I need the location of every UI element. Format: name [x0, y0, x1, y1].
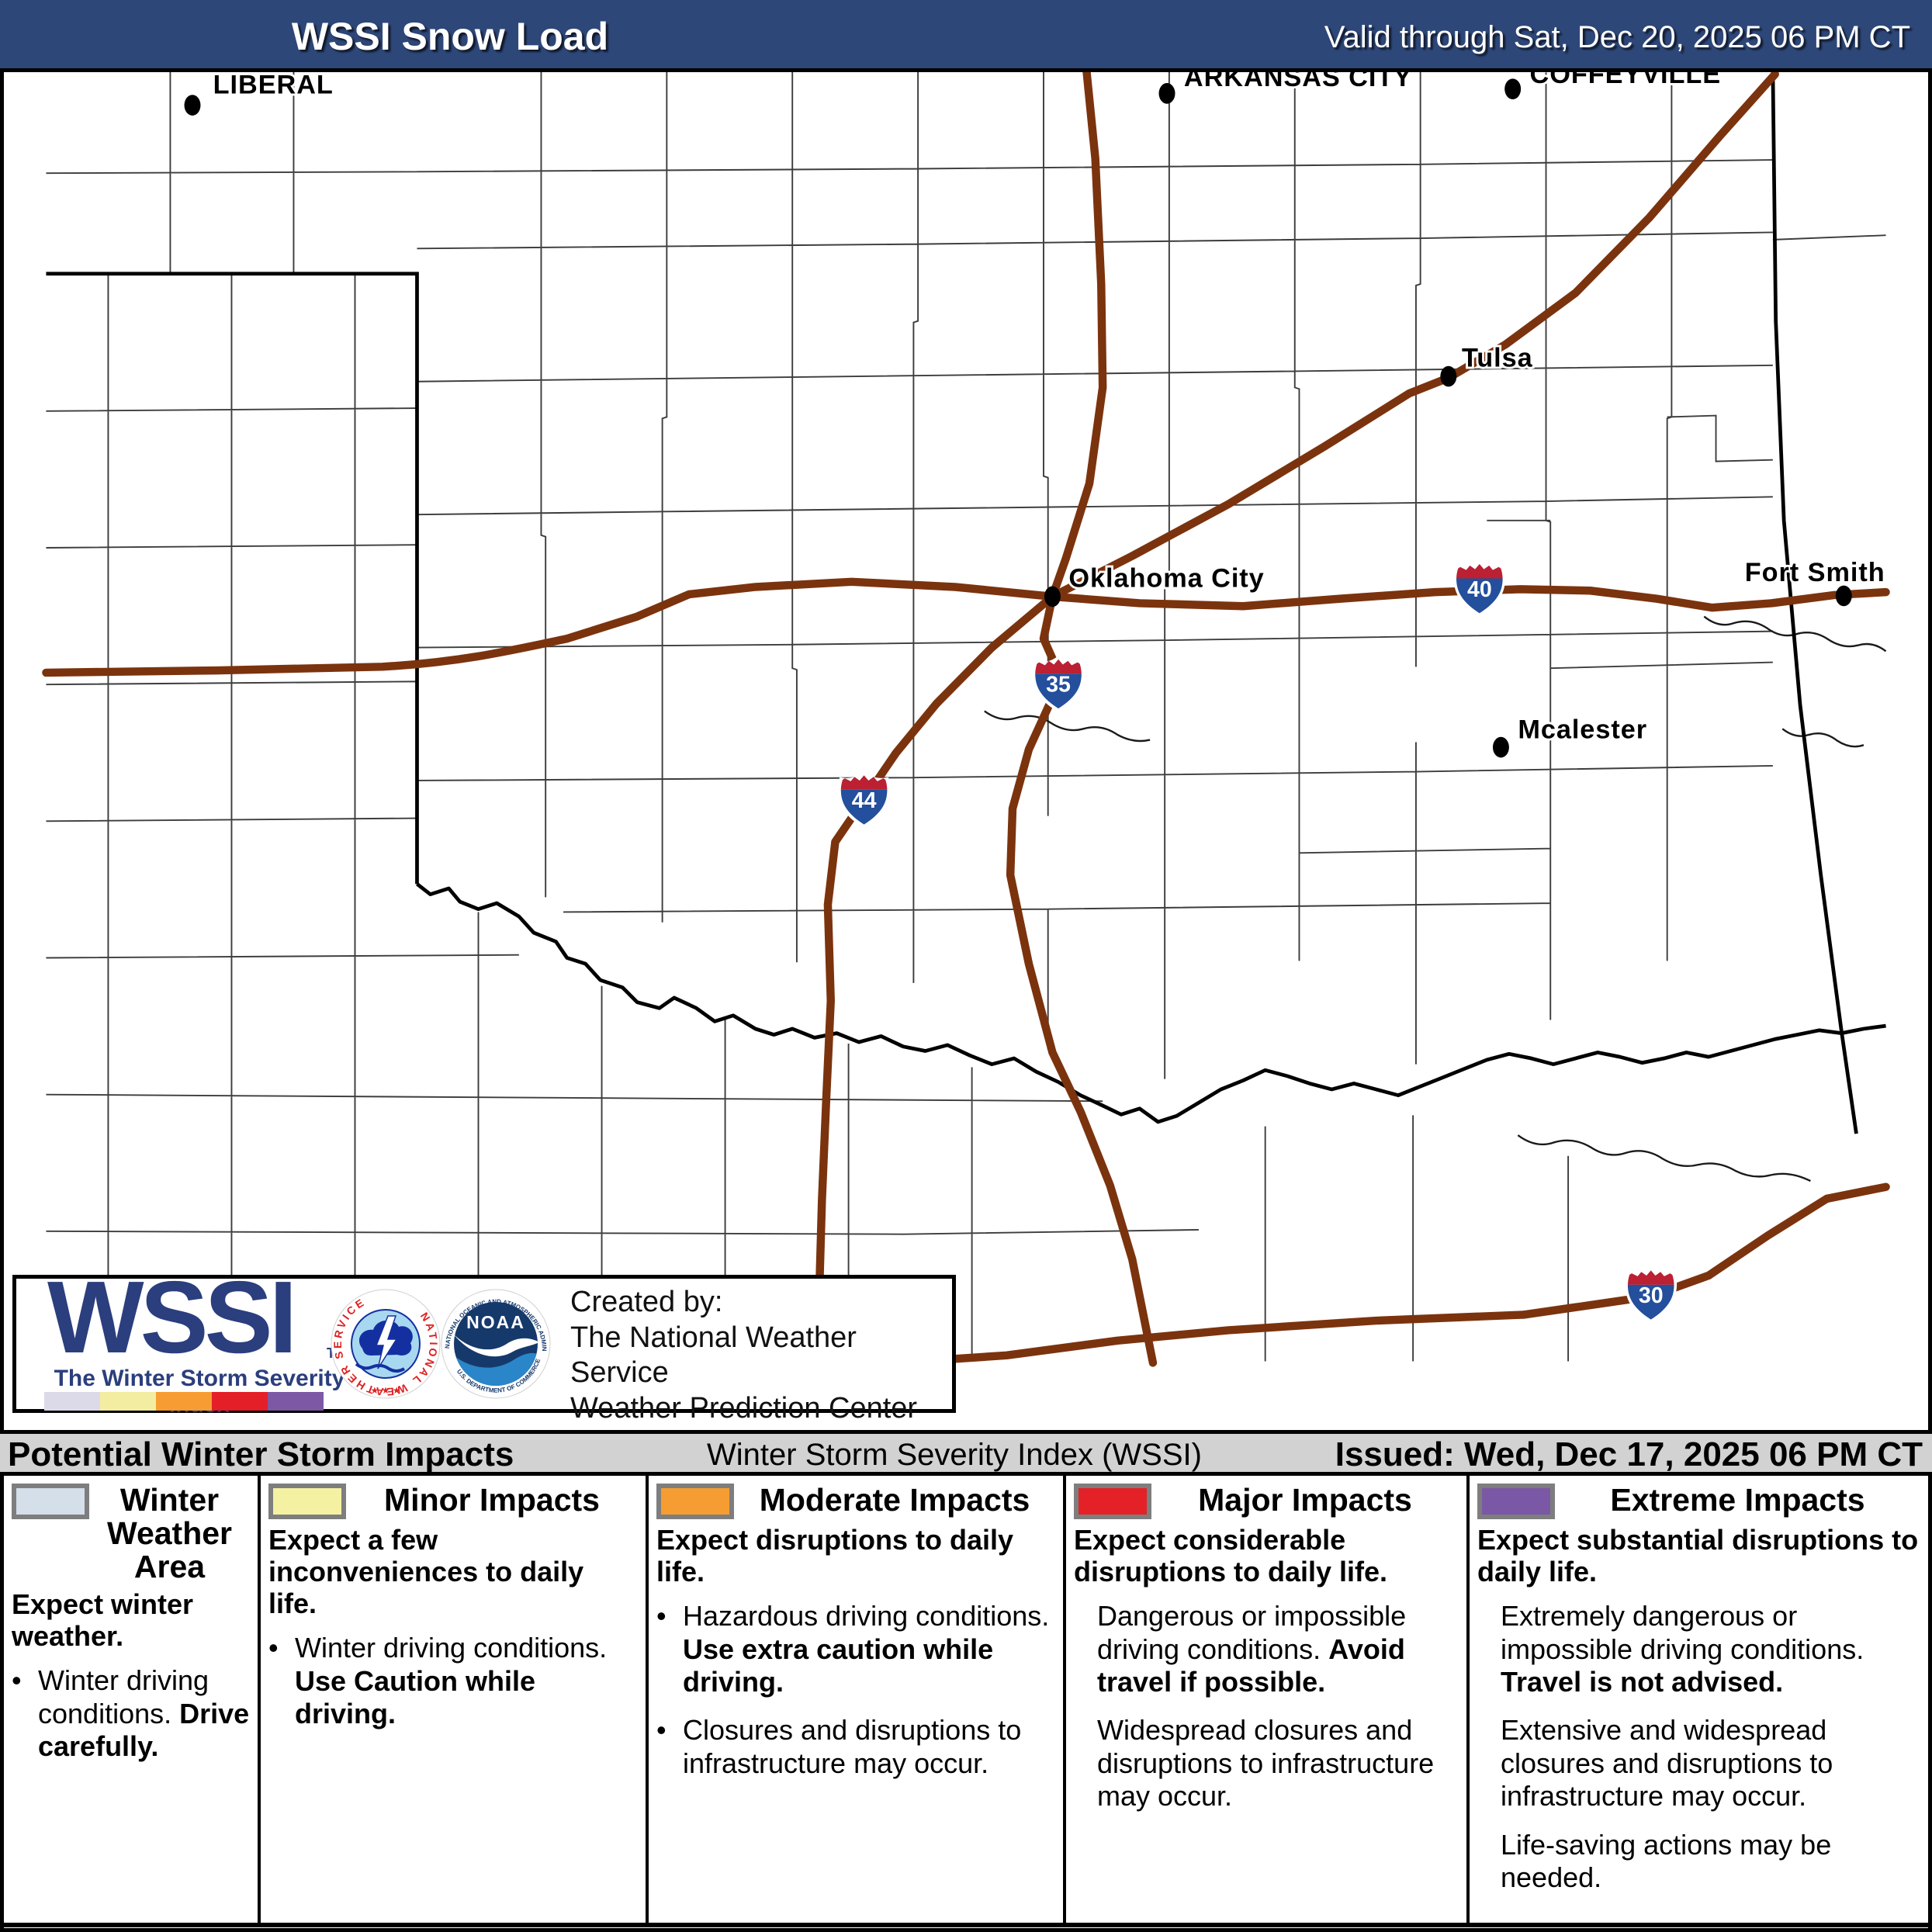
- legend-item: Extremely dangerous or impossible drivin…: [1501, 1600, 1864, 1698]
- interstate-30-number: 30: [1639, 1283, 1664, 1308]
- city-liberal: LIBERAL: [184, 68, 335, 116]
- scale-swatch-moderate: [156, 1392, 212, 1411]
- city-oklahoma-city: Oklahoma City: [1044, 562, 1266, 608]
- impacts-title-bar: Potential Winter Storm Impacts Winter St…: [0, 1430, 1932, 1476]
- city-dot: [1440, 365, 1457, 387]
- legend-lead-text: Expect a few inconveniences to daily lif…: [268, 1524, 584, 1620]
- city-dot: [1504, 78, 1522, 99]
- major-impacts-swatch: [1074, 1484, 1151, 1519]
- city-dot: [1492, 736, 1509, 758]
- interstate-44-shield: 44: [838, 771, 890, 828]
- org-line-2: Weather Prediction Center: [570, 1391, 918, 1425]
- noaa-name-text: NOAA: [466, 1312, 525, 1332]
- valid-through-timestamp: Valid through Sat, Dec 20, 2025 06 PM CT: [1324, 20, 1910, 54]
- legend-item: Dangerous or impossible driving conditio…: [1097, 1600, 1407, 1698]
- legend-column-major-impacts: Major Impacts Expect considerable disrup…: [1063, 1476, 1466, 1923]
- moderate-impacts-swatch: [656, 1484, 734, 1519]
- interstate-40-number: 40: [1467, 577, 1492, 602]
- legend-column-extreme-impacts: Extreme Impacts Expect substantial disru…: [1466, 1476, 1928, 1923]
- bullet-icon: •: [656, 1600, 667, 1633]
- legend-column-title: Minor Impacts: [384, 1482, 600, 1518]
- scale-swatch-major: [212, 1392, 268, 1411]
- bullet-icon: •: [656, 1714, 667, 1747]
- legend-lead-text: Expect winter weather.: [12, 1588, 194, 1653]
- legend-item: Widespread closures and disruptions to i…: [1097, 1714, 1435, 1813]
- interstate-35-shield: 35: [1032, 656, 1085, 712]
- city-mcalester: Mcalester: [1492, 713, 1649, 758]
- legend-column-minor-impacts: Minor Impacts Expect a few inconvenience…: [258, 1476, 646, 1923]
- city-label: Mcalester: [1518, 715, 1647, 745]
- created-by-label: Created by:: [570, 1286, 723, 1318]
- header-bar: WSSI Snow Load Valid through Sat, Dec 20…: [0, 0, 1932, 68]
- legend-column-title: Extreme Impacts: [1610, 1482, 1865, 1518]
- legend-column-winter-weather-area: Winter Weather Area Expect winter weathe…: [4, 1476, 258, 1923]
- legend-bullet-item: • Winter driving conditions. Use Caution…: [268, 1632, 608, 1730]
- scale-swatch-extreme: [268, 1392, 324, 1411]
- issued-timestamp: Issued: Wed, Dec 17, 2025 06 PM CT: [1335, 1435, 1923, 1473]
- legend-bullet-item: • Hazardous driving conditions. Use extr…: [656, 1600, 1050, 1698]
- legend-item: Life-saving actions may be needed.: [1501, 1828, 1832, 1894]
- bullet-icon: •: [12, 1664, 22, 1697]
- city-label: COFFEYVILLE: [1530, 68, 1722, 89]
- interstate-35-number: 35: [1046, 673, 1071, 698]
- city-label: Tulsa: [1462, 344, 1533, 373]
- city-dot: [1835, 585, 1852, 607]
- scale-swatch-minor: [100, 1392, 156, 1411]
- legend-bullet-item: • Winter driving conditions. Drive caref…: [12, 1664, 250, 1763]
- extreme-impacts-swatch: [1477, 1484, 1555, 1519]
- legend-lead-text: Expect substantial disruptions to daily …: [1477, 1524, 1919, 1588]
- city-label: ARKANSAS CITY: [1184, 68, 1412, 92]
- bullet-icon: •: [268, 1632, 279, 1664]
- interstate-40-road: [42, 577, 1890, 677]
- city-label: Oklahoma City: [1068, 563, 1264, 593]
- wssi-logo-box: WSSI TM The Winter Storm Severity Index …: [12, 1260, 956, 1425]
- interstate-30-shield: 30: [1625, 1266, 1678, 1323]
- interstate-30-road: [1519, 1182, 1890, 1319]
- nws-logo-icon: NATIONAL WEATHER SERVICE ★ ★ ★: [331, 1289, 441, 1399]
- minor-impacts-swatch: [268, 1484, 346, 1519]
- scale-swatch-limited: [44, 1392, 100, 1411]
- interstate-44-number: 44: [852, 788, 877, 813]
- created-by-block: Created by: The National Weather Service…: [570, 1285, 952, 1426]
- org-line-1: The National Weather Service: [570, 1321, 857, 1390]
- state-border-panhandle: [46, 272, 419, 885]
- nws-stars: ★ ★ ★: [371, 1385, 401, 1396]
- wssi-severity-scale: [44, 1392, 324, 1411]
- page-title: WSSI Snow Load: [291, 15, 609, 58]
- map-canvas: 40 35 44 30 LIBERAL ARKANSAS CITY: [42, 68, 1890, 1367]
- city-dot: [184, 95, 201, 116]
- legend-item: Extensive and widespread closures and di…: [1501, 1714, 1833, 1813]
- noaa-logo-icon: NOAA NATIONAL OCEANIC AND ATMOSPHERIC AD…: [441, 1289, 551, 1399]
- city-tulsa: Tulsa: [1440, 341, 1535, 387]
- red-river-border: [416, 882, 1886, 1124]
- wssi-tagline: The Winter Storm Severity Index: [54, 1366, 345, 1418]
- city-label: LIBERAL: [213, 70, 334, 99]
- legend-lead-text: Expect considerable disruptions to daily…: [1074, 1524, 1388, 1588]
- city-label: Fort Smith: [1745, 558, 1885, 587]
- legend-column-moderate-impacts: Moderate Impacts Expect disruptions to d…: [646, 1476, 1063, 1923]
- city-arkansas-city: ARKANSAS CITY: [1158, 68, 1414, 104]
- legend-column-title: Moderate Impacts: [759, 1482, 1030, 1518]
- winter-weather-area-swatch: [12, 1484, 89, 1519]
- southeast-highway-road: [892, 1311, 1529, 1367]
- impacts-title: Potential Winter Storm Impacts: [8, 1435, 514, 1473]
- city-dot: [1158, 83, 1175, 104]
- interstate-35-north-road: [1048, 68, 1107, 601]
- impacts-legend: Winter Weather Area Expect winter weathe…: [4, 1476, 1928, 1927]
- legend-column-title: Winter Weather Area: [106, 1482, 233, 1585]
- legend-lead-text: Expect disruptions to daily life.: [656, 1524, 1014, 1588]
- county-borders: [46, 71, 1886, 1362]
- legend-bullet-item: • Closures and disruptions to infrastruc…: [656, 1714, 1022, 1779]
- interstate-40-shield: 40: [1453, 560, 1506, 617]
- wssi-wordmark: WSSI: [47, 1260, 297, 1374]
- city-dot: [1044, 586, 1061, 608]
- interstate-44-southwest-road: [813, 592, 1057, 1367]
- city-fort-smith: Fort Smith: [1743, 556, 1887, 607]
- wssi-subtitle: Winter Storm Severity Index (WSSI): [707, 1438, 1202, 1472]
- legend-column-title: Major Impacts: [1198, 1482, 1412, 1518]
